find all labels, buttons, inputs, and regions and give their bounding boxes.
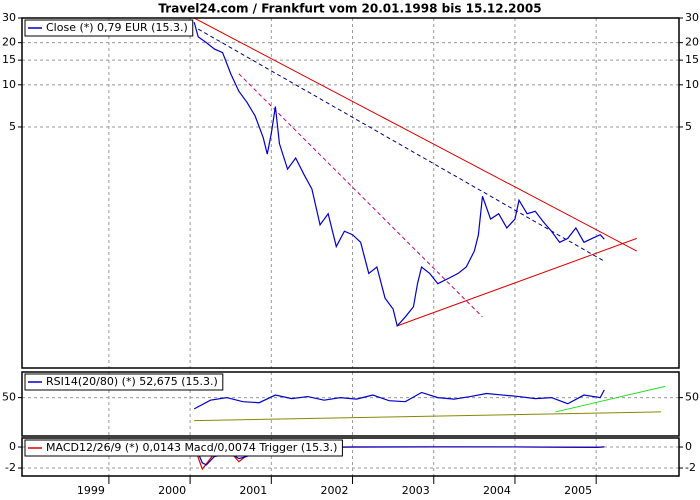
trendline	[194, 411, 662, 422]
trendline	[555, 385, 666, 413]
legend-text: RSI14(20/80) (*) 52,675 (15.3.)	[46, 375, 218, 388]
x-tick-label: 2002	[321, 484, 349, 497]
panel-frame	[21, 371, 680, 437]
x-tick-label: 1999	[77, 484, 105, 497]
trendline	[193, 18, 638, 252]
y-tick-label: 30	[2, 11, 16, 24]
legend-box	[24, 439, 343, 457]
panel-frame	[21, 437, 680, 477]
x-tick-label: 2005	[564, 484, 592, 497]
y-tick-label: 50	[2, 391, 16, 404]
panel-frame	[21, 17, 680, 369]
series-line	[193, 22, 605, 328]
y-tick-label: 0	[685, 440, 692, 453]
x-tick-label: 2004	[483, 484, 511, 497]
y-tick-label: -2	[685, 461, 696, 474]
y-tick-label: 0	[9, 440, 16, 453]
chart-title: Travel24.com / Frankfurt vom 20.01.1998 …	[158, 2, 541, 16]
y-tick-label: 30	[685, 11, 699, 24]
y-tick-label: 20	[2, 36, 16, 49]
legend-box	[24, 373, 224, 391]
y-tick-label: 15	[2, 53, 16, 66]
x-tick-label: 2003	[402, 484, 430, 497]
y-tick-label: 5	[9, 120, 16, 133]
y-tick-label: 50	[685, 391, 699, 404]
y-tick-label: 20	[685, 36, 699, 49]
x-tick-label: 2001	[239, 484, 267, 497]
x-tick-label: 2000	[158, 484, 186, 497]
y-tick-label: 5	[685, 120, 692, 133]
trendline	[197, 28, 605, 262]
trendline	[397, 237, 637, 327]
legend-text: Close (*) 0,79 EUR (15.3.)	[46, 21, 188, 34]
y-tick-label: 10	[685, 78, 699, 91]
y-tick-label: -2	[5, 461, 16, 474]
y-tick-label: 10	[2, 78, 16, 91]
trendline	[238, 73, 483, 318]
series-line	[193, 389, 605, 410]
legend-box	[24, 19, 194, 37]
legend-text: MACD12/26/9 (*) 0,0143 Macd/0,0074 Trigg…	[46, 441, 337, 454]
y-tick-label: 15	[685, 53, 699, 66]
